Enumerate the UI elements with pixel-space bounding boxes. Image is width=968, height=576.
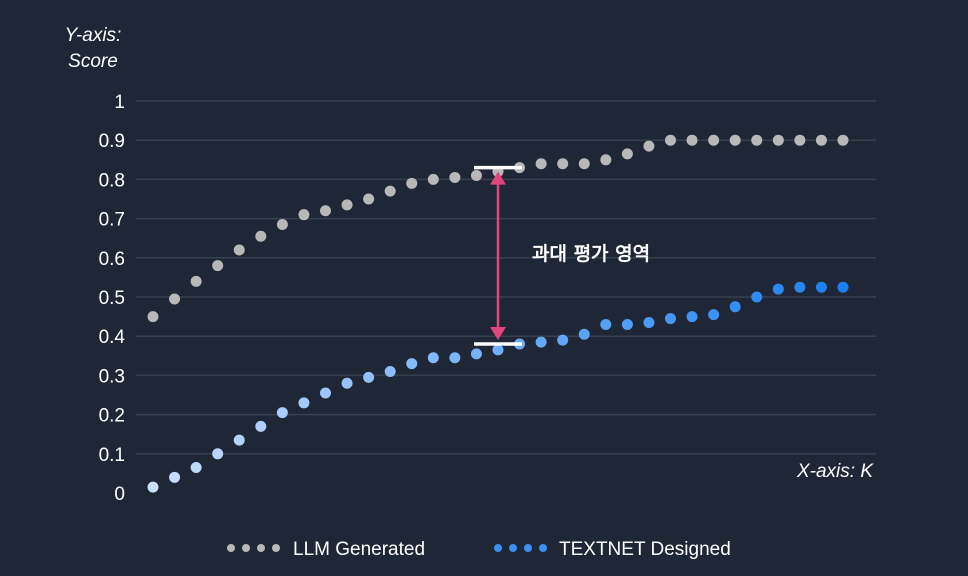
data-point	[298, 397, 310, 409]
data-point	[729, 301, 741, 313]
data-point	[449, 171, 461, 183]
legend-marker-textnet-designed	[494, 544, 547, 552]
data-point	[665, 134, 676, 146]
data-point	[276, 218, 288, 230]
y-tick-label: 0.2	[99, 406, 125, 427]
data-point	[686, 311, 698, 323]
legend-dot	[509, 544, 517, 552]
data-point	[233, 434, 245, 446]
legend-dot	[242, 544, 250, 552]
y-tick-label: 1	[114, 92, 125, 113]
legend-dot	[227, 544, 235, 552]
data-point	[147, 481, 159, 493]
data-point	[794, 134, 806, 146]
series-llm-generated	[147, 134, 849, 323]
data-point	[233, 244, 245, 256]
data-point	[621, 318, 633, 330]
legend-label-llm-generated: LLM Generated	[293, 539, 425, 560]
data-point	[686, 134, 698, 146]
data-point	[772, 134, 784, 146]
data-point	[298, 209, 310, 221]
y-tick-label: 0.5	[99, 288, 125, 309]
data-point	[406, 358, 418, 370]
data-point	[341, 199, 353, 211]
data-point	[751, 291, 763, 303]
y-tick-label: 0.7	[99, 210, 125, 231]
overestimation-annotation	[474, 165, 522, 346]
annotation-arrowhead-up	[490, 171, 506, 185]
data-point	[643, 316, 655, 328]
y-tick-label: 0.6	[99, 249, 125, 270]
data-point	[815, 281, 827, 293]
data-point	[427, 352, 439, 364]
data-point	[190, 462, 202, 474]
data-point	[578, 158, 590, 170]
data-point	[557, 334, 569, 346]
data-point	[169, 293, 181, 305]
annotation-arrowhead-down	[490, 327, 506, 341]
data-point	[449, 352, 461, 364]
data-point	[320, 387, 331, 399]
y-tick-label: 0.1	[99, 445, 125, 466]
y-axis-title-line1: Y-axis:	[65, 25, 122, 46]
legend-dot	[494, 544, 502, 552]
data-point	[794, 281, 806, 293]
legend-dot	[524, 544, 532, 552]
annotation-label: 과대 평가 영역	[532, 243, 650, 265]
data-point	[320, 205, 331, 217]
data-point	[341, 377, 353, 389]
data-point	[276, 407, 288, 419]
data-point	[837, 134, 849, 146]
data-point	[169, 471, 181, 483]
data-point	[427, 173, 439, 185]
x-axis-title: X-axis: K	[796, 461, 874, 482]
y-tick-label: 0.8	[99, 170, 125, 191]
y-axis-title-line2: Score	[68, 51, 118, 72]
data-point	[470, 348, 482, 360]
legend-label-textnet-designed: TEXTNET Designed	[559, 539, 731, 560]
y-tick-label: 0.4	[99, 327, 126, 348]
legend-marker-llm-generated	[227, 544, 280, 552]
y-tick-label: 0.3	[99, 366, 125, 387]
data-point	[255, 230, 267, 242]
data-point	[708, 309, 720, 321]
data-point	[363, 193, 375, 205]
data-point	[578, 328, 590, 340]
y-tick-label: 0	[114, 484, 125, 505]
y-axis-ticks: 0 0.1 0.2 0.3 0.4 0.5 0.6 0.7 0.8 0.9 1	[99, 92, 126, 505]
data-point	[772, 283, 784, 295]
data-point	[535, 336, 547, 348]
legend-dot	[272, 544, 280, 552]
data-point	[665, 313, 676, 325]
data-point	[643, 140, 655, 152]
data-point	[363, 371, 375, 383]
data-point	[729, 134, 741, 146]
data-point	[190, 275, 202, 287]
data-point	[406, 177, 418, 189]
data-point	[147, 311, 159, 323]
data-point	[492, 344, 504, 356]
data-point	[470, 169, 482, 181]
data-point	[535, 158, 547, 170]
series-textnet-designed	[147, 281, 849, 493]
data-point	[557, 158, 569, 170]
data-point	[751, 134, 763, 146]
legend-dot	[539, 544, 547, 552]
data-point	[600, 318, 612, 330]
data-point	[255, 420, 267, 432]
data-point	[384, 185, 396, 197]
data-point	[621, 148, 633, 160]
data-point	[212, 448, 224, 460]
y-tick-label: 0.9	[99, 131, 125, 152]
legend-dot	[257, 544, 265, 552]
gridlines	[136, 100, 876, 455]
data-point	[708, 134, 720, 146]
legend: LLM Generated TEXTNET Designed	[227, 539, 731, 560]
data-point	[384, 365, 396, 377]
data-point	[815, 134, 827, 146]
data-point	[600, 154, 612, 166]
data-point	[837, 281, 849, 293]
data-point	[212, 260, 224, 272]
